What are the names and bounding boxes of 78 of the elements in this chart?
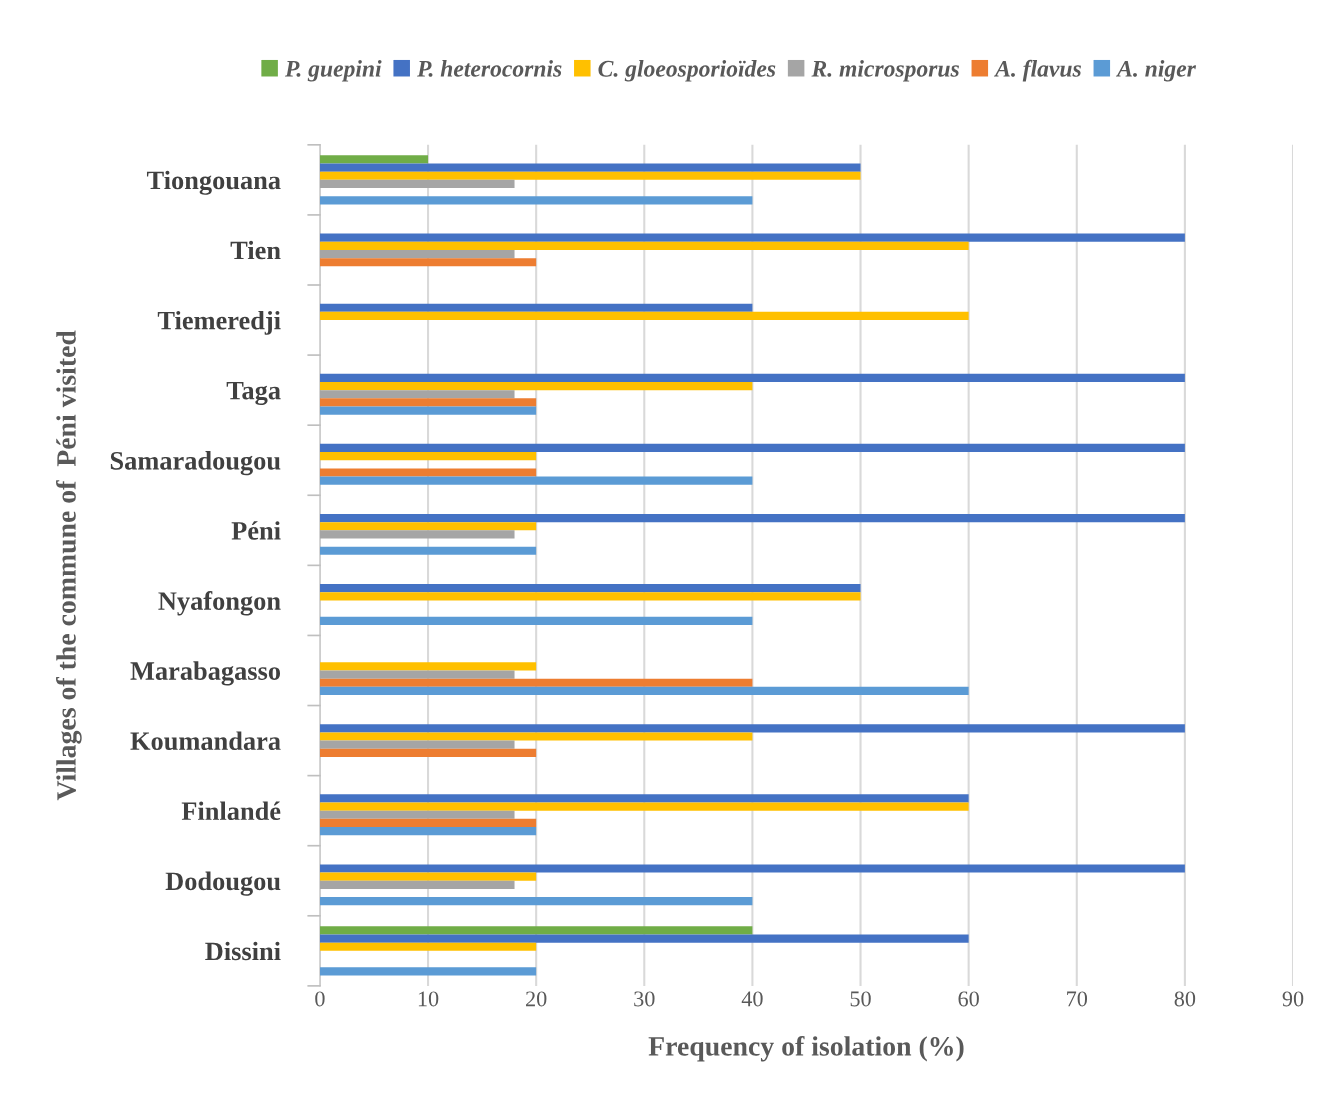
bar	[319, 546, 537, 555]
bar	[319, 740, 515, 749]
x-tick-label: 80	[1174, 991, 1196, 1007]
x-tick-label: 90	[1282, 991, 1304, 1007]
y-tick-label: Dissini	[205, 941, 281, 961]
y-tick-label: Samaradougou	[110, 451, 281, 476]
bar	[319, 616, 753, 625]
y-tick-label: Koumandara	[130, 731, 281, 751]
bar	[319, 373, 1185, 382]
x-tick-label: 0	[315, 991, 325, 1007]
legend-label: A. flavus	[993, 59, 1082, 82]
bar	[319, 258, 537, 267]
x-tick-label: 40	[741, 991, 763, 1007]
bar	[319, 686, 969, 696]
bar	[319, 897, 753, 906]
y-tick-label: Tiongouana	[146, 170, 281, 195]
y-tick-label: Marabagasso	[130, 661, 281, 686]
bar	[319, 942, 537, 951]
bar	[319, 241, 969, 250]
x-tick-label: 30	[634, 991, 655, 1007]
legend-label: P. heterocornis	[417, 60, 562, 77]
bar	[319, 724, 1185, 733]
bar	[319, 864, 1185, 873]
x-tick-label: 70	[1067, 991, 1088, 1007]
x-tick-label: 60	[958, 991, 979, 1007]
bar	[319, 810, 515, 819]
bar	[319, 802, 969, 811]
bar	[319, 381, 753, 391]
bar	[319, 662, 537, 671]
bar	[319, 584, 861, 593]
x-tick-label: 20	[526, 991, 547, 1007]
y-tick-label: Finlandé	[181, 801, 281, 821]
bar	[319, 926, 753, 935]
bar	[319, 303, 753, 312]
bar	[319, 443, 1185, 453]
legend-label: P. guepini	[284, 60, 382, 82]
bar	[319, 522, 537, 531]
bar	[319, 249, 515, 259]
bar	[319, 513, 1185, 523]
bar	[319, 311, 969, 321]
bar	[319, 171, 861, 180]
legend-label: R. microsporus	[811, 60, 960, 82]
bar	[319, 390, 515, 399]
x-axis-title: Frequency of isolation (%)	[648, 1035, 964, 1062]
y-tick-label: Péni	[231, 521, 281, 540]
bar	[319, 155, 429, 164]
y-tick-label: Tien	[230, 240, 281, 260]
y-tick-label: Tiemeredji	[157, 310, 281, 335]
bar	[319, 592, 861, 601]
legend-label: A. niger	[1115, 60, 1197, 82]
bar	[319, 163, 861, 172]
bar	[319, 468, 537, 477]
y-tick-label: Taga	[226, 381, 281, 406]
bar	[319, 748, 537, 757]
bar	[319, 406, 537, 415]
bar	[319, 670, 515, 679]
x-tick-label: 50	[850, 991, 871, 1007]
x-tick-label: 10	[418, 991, 439, 1007]
bar	[319, 732, 753, 741]
bar	[319, 398, 537, 407]
bar	[319, 872, 537, 881]
y-axis-title: Villages of the commune of Péni visited	[56, 330, 82, 801]
y-tick-label: Nyafongon	[158, 591, 281, 616]
bar	[319, 794, 969, 803]
legend-label: C. gloeosporioïdes	[598, 60, 776, 82]
bar	[319, 967, 537, 976]
bar	[319, 934, 969, 943]
bar	[319, 476, 753, 485]
bar	[319, 233, 1185, 242]
bar	[319, 818, 537, 828]
bar	[319, 530, 515, 539]
y-tick-label: Dodougou	[165, 871, 281, 896]
bar	[319, 678, 753, 687]
bar	[319, 179, 515, 189]
bar	[319, 827, 537, 836]
bar	[319, 196, 753, 205]
bar	[319, 452, 537, 461]
bar	[319, 880, 515, 889]
